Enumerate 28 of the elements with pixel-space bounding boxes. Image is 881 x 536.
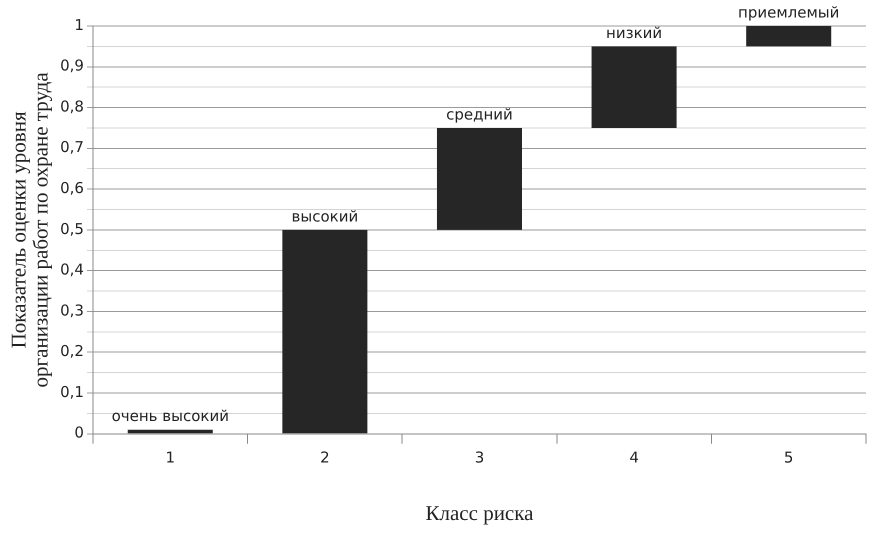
x-axis-title: Класс риска — [425, 500, 534, 525]
y-tick-label: 0,5 — [60, 220, 84, 238]
annotation: приемлемый — [738, 3, 840, 22]
y-tick-label: 0,2 — [60, 342, 84, 360]
y-tick-label: 0,8 — [60, 97, 84, 116]
y-tick-label: 0 — [74, 424, 84, 442]
bar — [746, 26, 832, 46]
y-tick-label: 1 — [74, 16, 84, 34]
bar — [128, 430, 213, 434]
y-tick-label: 0,6 — [60, 179, 84, 198]
annotation: средний — [446, 105, 513, 124]
annotation: высокий — [292, 207, 358, 226]
annotation: очень высокий — [112, 407, 229, 426]
x-tick-label: 4 — [629, 448, 639, 467]
y-tick-label: 0,3 — [60, 301, 84, 320]
bar — [436, 128, 522, 230]
y-tick-label: 0,4 — [60, 260, 84, 279]
bar — [282, 230, 368, 434]
x-tick-label: 2 — [320, 448, 330, 467]
annotation: низкий — [606, 24, 662, 42]
y-axis-title: Показатель оценки уровня организации работ по охране труда — [6, 72, 53, 388]
y-tick-label: 0,7 — [60, 138, 84, 156]
x-tick-label: 1 — [165, 448, 176, 467]
bar — [592, 46, 677, 128]
y-tick-label: 0,1 — [60, 382, 84, 401]
y-tick-label: 0,9 — [60, 56, 84, 75]
x-tick-label: 3 — [474, 448, 484, 467]
x-tick-label: 5 — [784, 448, 794, 467]
